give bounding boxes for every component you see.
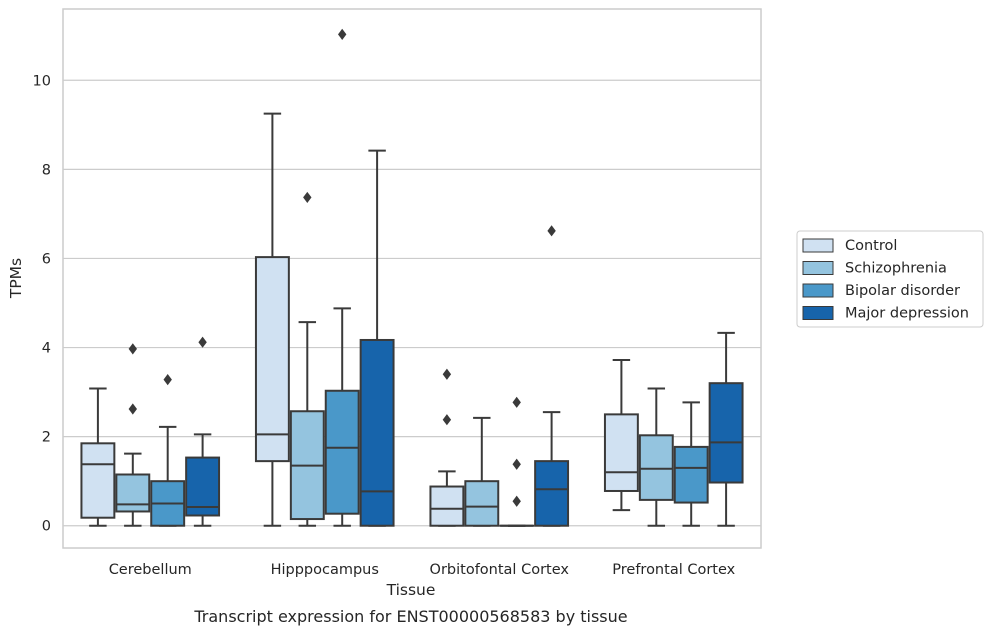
outlier-point	[128, 343, 137, 355]
outlier-point	[547, 225, 556, 237]
outlier-point	[128, 403, 137, 415]
chart-caption: Transcript expression for ENST0000056858…	[193, 607, 627, 626]
x-tick-label: Cerebellum	[109, 562, 192, 578]
grid-lines	[63, 79, 761, 527]
iqr-box	[464, 480, 500, 527]
legend: Control Schizophrenia Bipolar disorder Majo…	[796, 230, 984, 328]
box-control	[80, 387, 116, 527]
box-bipolar-disorder	[673, 401, 709, 527]
y-tick-label: 10	[33, 73, 51, 89]
box-bipolar-disorder	[499, 396, 535, 527]
x-tick-label: Hipppocampus	[271, 562, 379, 578]
box-bipolar-disorder	[324, 28, 360, 527]
box-control	[254, 112, 290, 527]
iqr-box	[185, 456, 221, 517]
box-major-depression	[185, 336, 221, 527]
x-tick-label: Prefrontal Cortex	[612, 562, 735, 578]
legend-swatch	[802, 283, 834, 298]
iqr-box	[638, 434, 674, 501]
box-schizophrenia	[115, 343, 151, 527]
iqr-box	[254, 256, 290, 463]
x-tick-label: Orbitofontal Cortex	[430, 562, 570, 578]
legend-label: Bipolar disorder	[845, 283, 960, 299]
box-schizophrenia	[638, 387, 674, 527]
legend-items: Control Schizophrenia Bipolar disorder Majo…	[802, 238, 969, 322]
outlier-point	[198, 336, 207, 348]
iqr-box	[359, 338, 395, 527]
y-tick-label: 6	[42, 251, 51, 267]
plot-area-frame	[62, 8, 762, 549]
iqr-box	[115, 473, 151, 513]
outlier-point	[442, 368, 452, 380]
y-tick-label: 0	[42, 519, 51, 535]
box-bipolar-disorder	[150, 374, 186, 527]
outlier-point	[338, 28, 347, 40]
iqr-box	[673, 445, 709, 504]
x-tick-labels: Cerebellum Hipppocampus Orbitofontal Corte…	[109, 562, 736, 578]
legend-swatch	[802, 238, 834, 253]
legend-label: Control	[845, 238, 897, 254]
box-control	[429, 368, 465, 527]
box-major-depression	[534, 225, 570, 527]
outlier-point	[163, 374, 172, 386]
legend-swatch	[802, 261, 834, 275]
iqr-box	[429, 485, 465, 527]
iqr-box	[80, 442, 116, 519]
iqr-box	[534, 460, 570, 527]
legend-label: Schizophrenia	[845, 261, 947, 277]
outlier-point	[512, 458, 521, 470]
legend-swatch	[802, 306, 834, 320]
legend-frame	[796, 230, 984, 328]
y-tick-label: 8	[42, 162, 51, 178]
y-tick-labels: 0 2 4 6 8 10	[33, 73, 51, 534]
outlier-point	[442, 414, 452, 426]
box-control	[603, 359, 639, 512]
iqr-box	[324, 389, 360, 515]
outlier-point	[512, 495, 521, 507]
y-axis-label: TPMs	[7, 258, 25, 299]
box-schizophrenia	[289, 191, 325, 527]
x-axis-label: Tissue	[386, 581, 436, 599]
iqr-box	[708, 382, 744, 484]
outlier-point	[303, 191, 312, 204]
box-major-depression	[359, 149, 395, 527]
iqr-box	[603, 413, 639, 492]
box-schizophrenia	[464, 416, 500, 527]
y-tick-label: 4	[42, 341, 51, 357]
legend-label: Major depression	[845, 306, 969, 322]
box-major-depression	[708, 331, 744, 527]
outlier-point	[512, 396, 521, 408]
box-groups	[80, 28, 744, 527]
y-tick-label: 2	[42, 430, 51, 446]
